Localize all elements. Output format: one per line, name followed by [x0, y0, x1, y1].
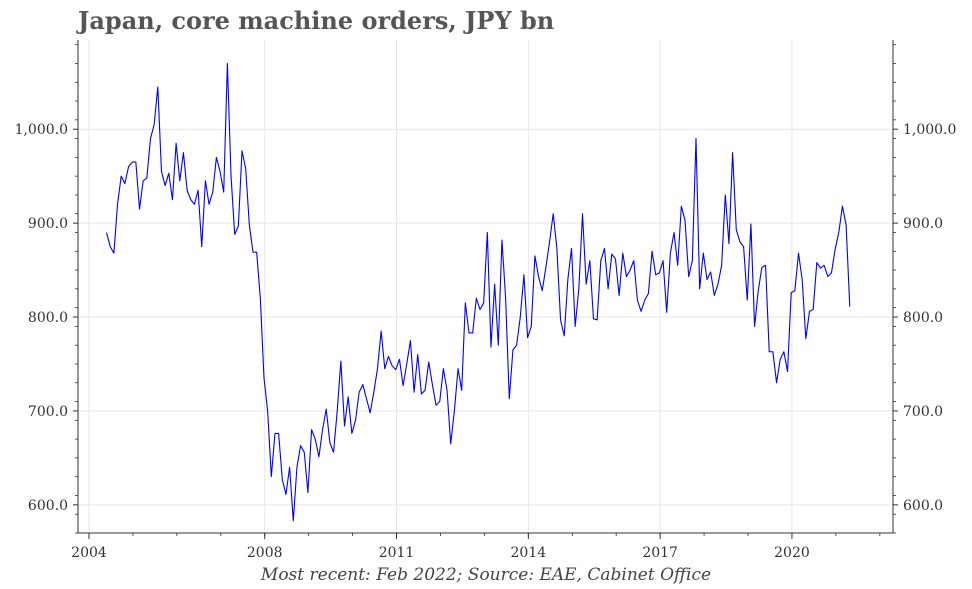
y-tick-label-right: 900.0 [903, 216, 943, 232]
source-caption: Most recent: Feb 2022; Source: EAE, Cabi… [260, 565, 712, 585]
x-tick-label: 2004 [71, 545, 107, 561]
x-tick-label: 2020 [774, 545, 810, 561]
y-tick-label-left: 700.0 [28, 404, 68, 420]
axes: 600.0 600.0 700.0 700.0 800.0 800.0 900.0 900.0… [15, 40, 956, 561]
y-tick-label-right: 600.0 [903, 498, 943, 514]
x-tick-label: 2008 [247, 545, 283, 561]
grid-lines [78, 40, 893, 533]
plot-area [106, 62, 851, 522]
y-tick-label-left: 600.0 [28, 498, 68, 514]
x-tick-label: 2014 [511, 545, 547, 561]
chart-title: Japan, core machine orders, JPY bn [78, 6, 555, 35]
series-line-1 [106, 62, 851, 522]
y-tick-label-right: 800.0 [903, 310, 943, 326]
x-tick-label: 2017 [642, 545, 678, 561]
x-tick-label: 2011 [379, 545, 415, 561]
y-tick-label-left: 800.0 [28, 310, 68, 326]
y-tick-label-right: 700.0 [903, 404, 943, 420]
y-tick-label-left: 900.0 [28, 216, 68, 232]
y-tick-label-left: 1,000.0 [15, 122, 68, 138]
y-tick-label-right: 1,000.0 [903, 122, 956, 138]
